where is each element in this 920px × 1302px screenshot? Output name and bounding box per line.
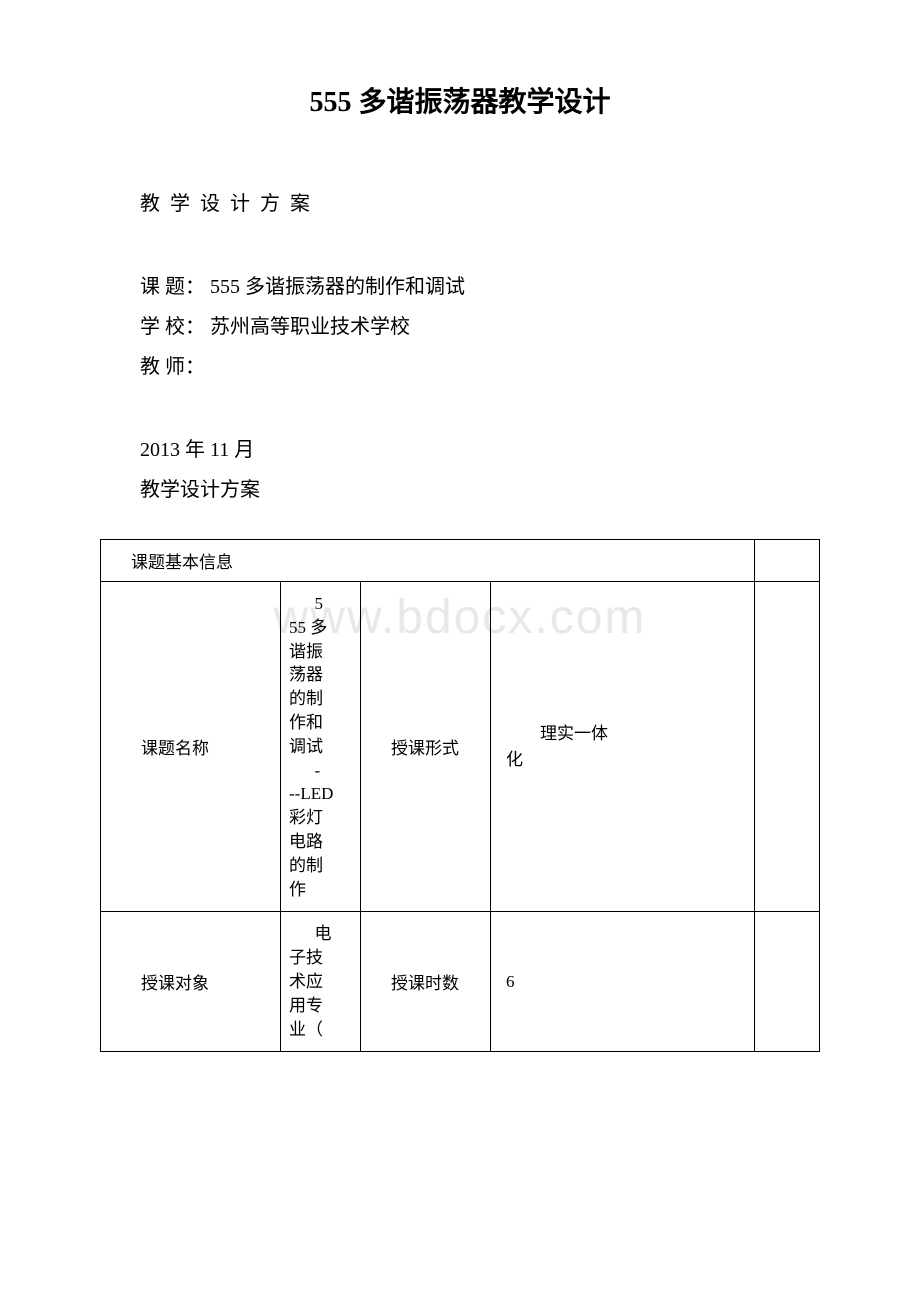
row1-value1-p3: 谐振 — [289, 640, 352, 664]
heading-spaced: 教学设计方案 — [100, 185, 820, 223]
school-label: 学 校： — [140, 316, 205, 338]
subtitle-line: 教学设计方案 — [100, 471, 820, 509]
row1-value1-p6: 作和 — [289, 711, 352, 735]
row1-value1-p13: 作 — [289, 878, 352, 902]
row2-label: 授课对象 — [101, 912, 281, 1052]
page-title: 555 多谐振荡器教学设计 — [100, 80, 820, 120]
row1-value1: 5 55 多 谐振 荡器 的制 作和 调试 - --LED 彩灯 电路 的制 作 — [281, 582, 361, 912]
row2-value1: 电 子技 术应 用专 业（ — [281, 912, 361, 1052]
table-header-row: 课题基本信息 — [101, 540, 820, 582]
teacher-label: 教 师： — [140, 356, 205, 378]
row1-value2: 理实一体 化 — [491, 582, 755, 912]
section-block: 2013 年 11 月 教学设计方案 — [100, 431, 820, 509]
row2-value1-p2: 子技 — [289, 946, 352, 970]
row1-value2-p2: 化 — [506, 747, 744, 773]
row1-value1-p11: 电路 — [289, 830, 352, 854]
heading-block: 教学设计方案 — [100, 185, 820, 223]
school-line: 学 校： 苏州高等职业技术学校 — [100, 308, 820, 346]
table-row: 授课对象 电 子技 术应 用专 业（ 授课时数 6 — [101, 912, 820, 1052]
row2-value1-p4: 用专 — [289, 994, 352, 1018]
row1-value1-p10: 彩灯 — [289, 806, 352, 830]
row2-value1-p3: 术应 — [289, 970, 352, 994]
row1-end — [755, 582, 820, 912]
date-line: 2013 年 11 月 — [100, 431, 820, 469]
row2-value2: 6 — [491, 912, 755, 1052]
info-table: 课题基本信息 课题名称 5 55 多 谐振 荡器 的制 作和 调试 - --LE… — [100, 539, 820, 1052]
table-header-end — [755, 540, 820, 582]
row1-value1-p8: - — [289, 759, 352, 783]
row2-value1-p1: 电 — [289, 922, 352, 946]
topic-line: 课 题： 555 多谐振荡器的制作和调试 — [100, 268, 820, 306]
row1-value1-p1: 5 — [289, 592, 352, 616]
topic-value: 555 多谐振荡器的制作和调试 — [205, 276, 465, 298]
table-row: 课题名称 5 55 多 谐振 荡器 的制 作和 调试 - --LED 彩灯 电路… — [101, 582, 820, 912]
teacher-line: 教 师： — [100, 348, 820, 386]
row1-label2: 授课形式 — [361, 582, 491, 912]
row2-label2: 授课时数 — [361, 912, 491, 1052]
row1-value1-p2: 55 多 — [289, 616, 352, 640]
row2-end — [755, 912, 820, 1052]
row1-value1-p7: 调试 — [289, 735, 352, 759]
row1-value1-p5: 的制 — [289, 687, 352, 711]
school-value: 苏州高等职业技术学校 — [205, 316, 410, 338]
row1-label: 课题名称 — [101, 582, 281, 912]
row1-value1-p9: --LED — [289, 782, 352, 806]
row2-value1-p5: 业（ — [289, 1018, 352, 1042]
row1-value1-p12: 的制 — [289, 854, 352, 878]
row1-value1-p4: 荡器 — [289, 663, 352, 687]
table-header-cell: 课题基本信息 — [101, 540, 755, 582]
document-content: 555 多谐振荡器教学设计 教学设计方案 课 题： 555 多谐振荡器的制作和调… — [100, 80, 820, 1052]
row1-value2-p1: 理实一体 — [506, 721, 744, 747]
info-block: 课 题： 555 多谐振荡器的制作和调试 学 校： 苏州高等职业技术学校 教 师… — [100, 268, 820, 386]
topic-label: 课 题： — [140, 276, 205, 298]
